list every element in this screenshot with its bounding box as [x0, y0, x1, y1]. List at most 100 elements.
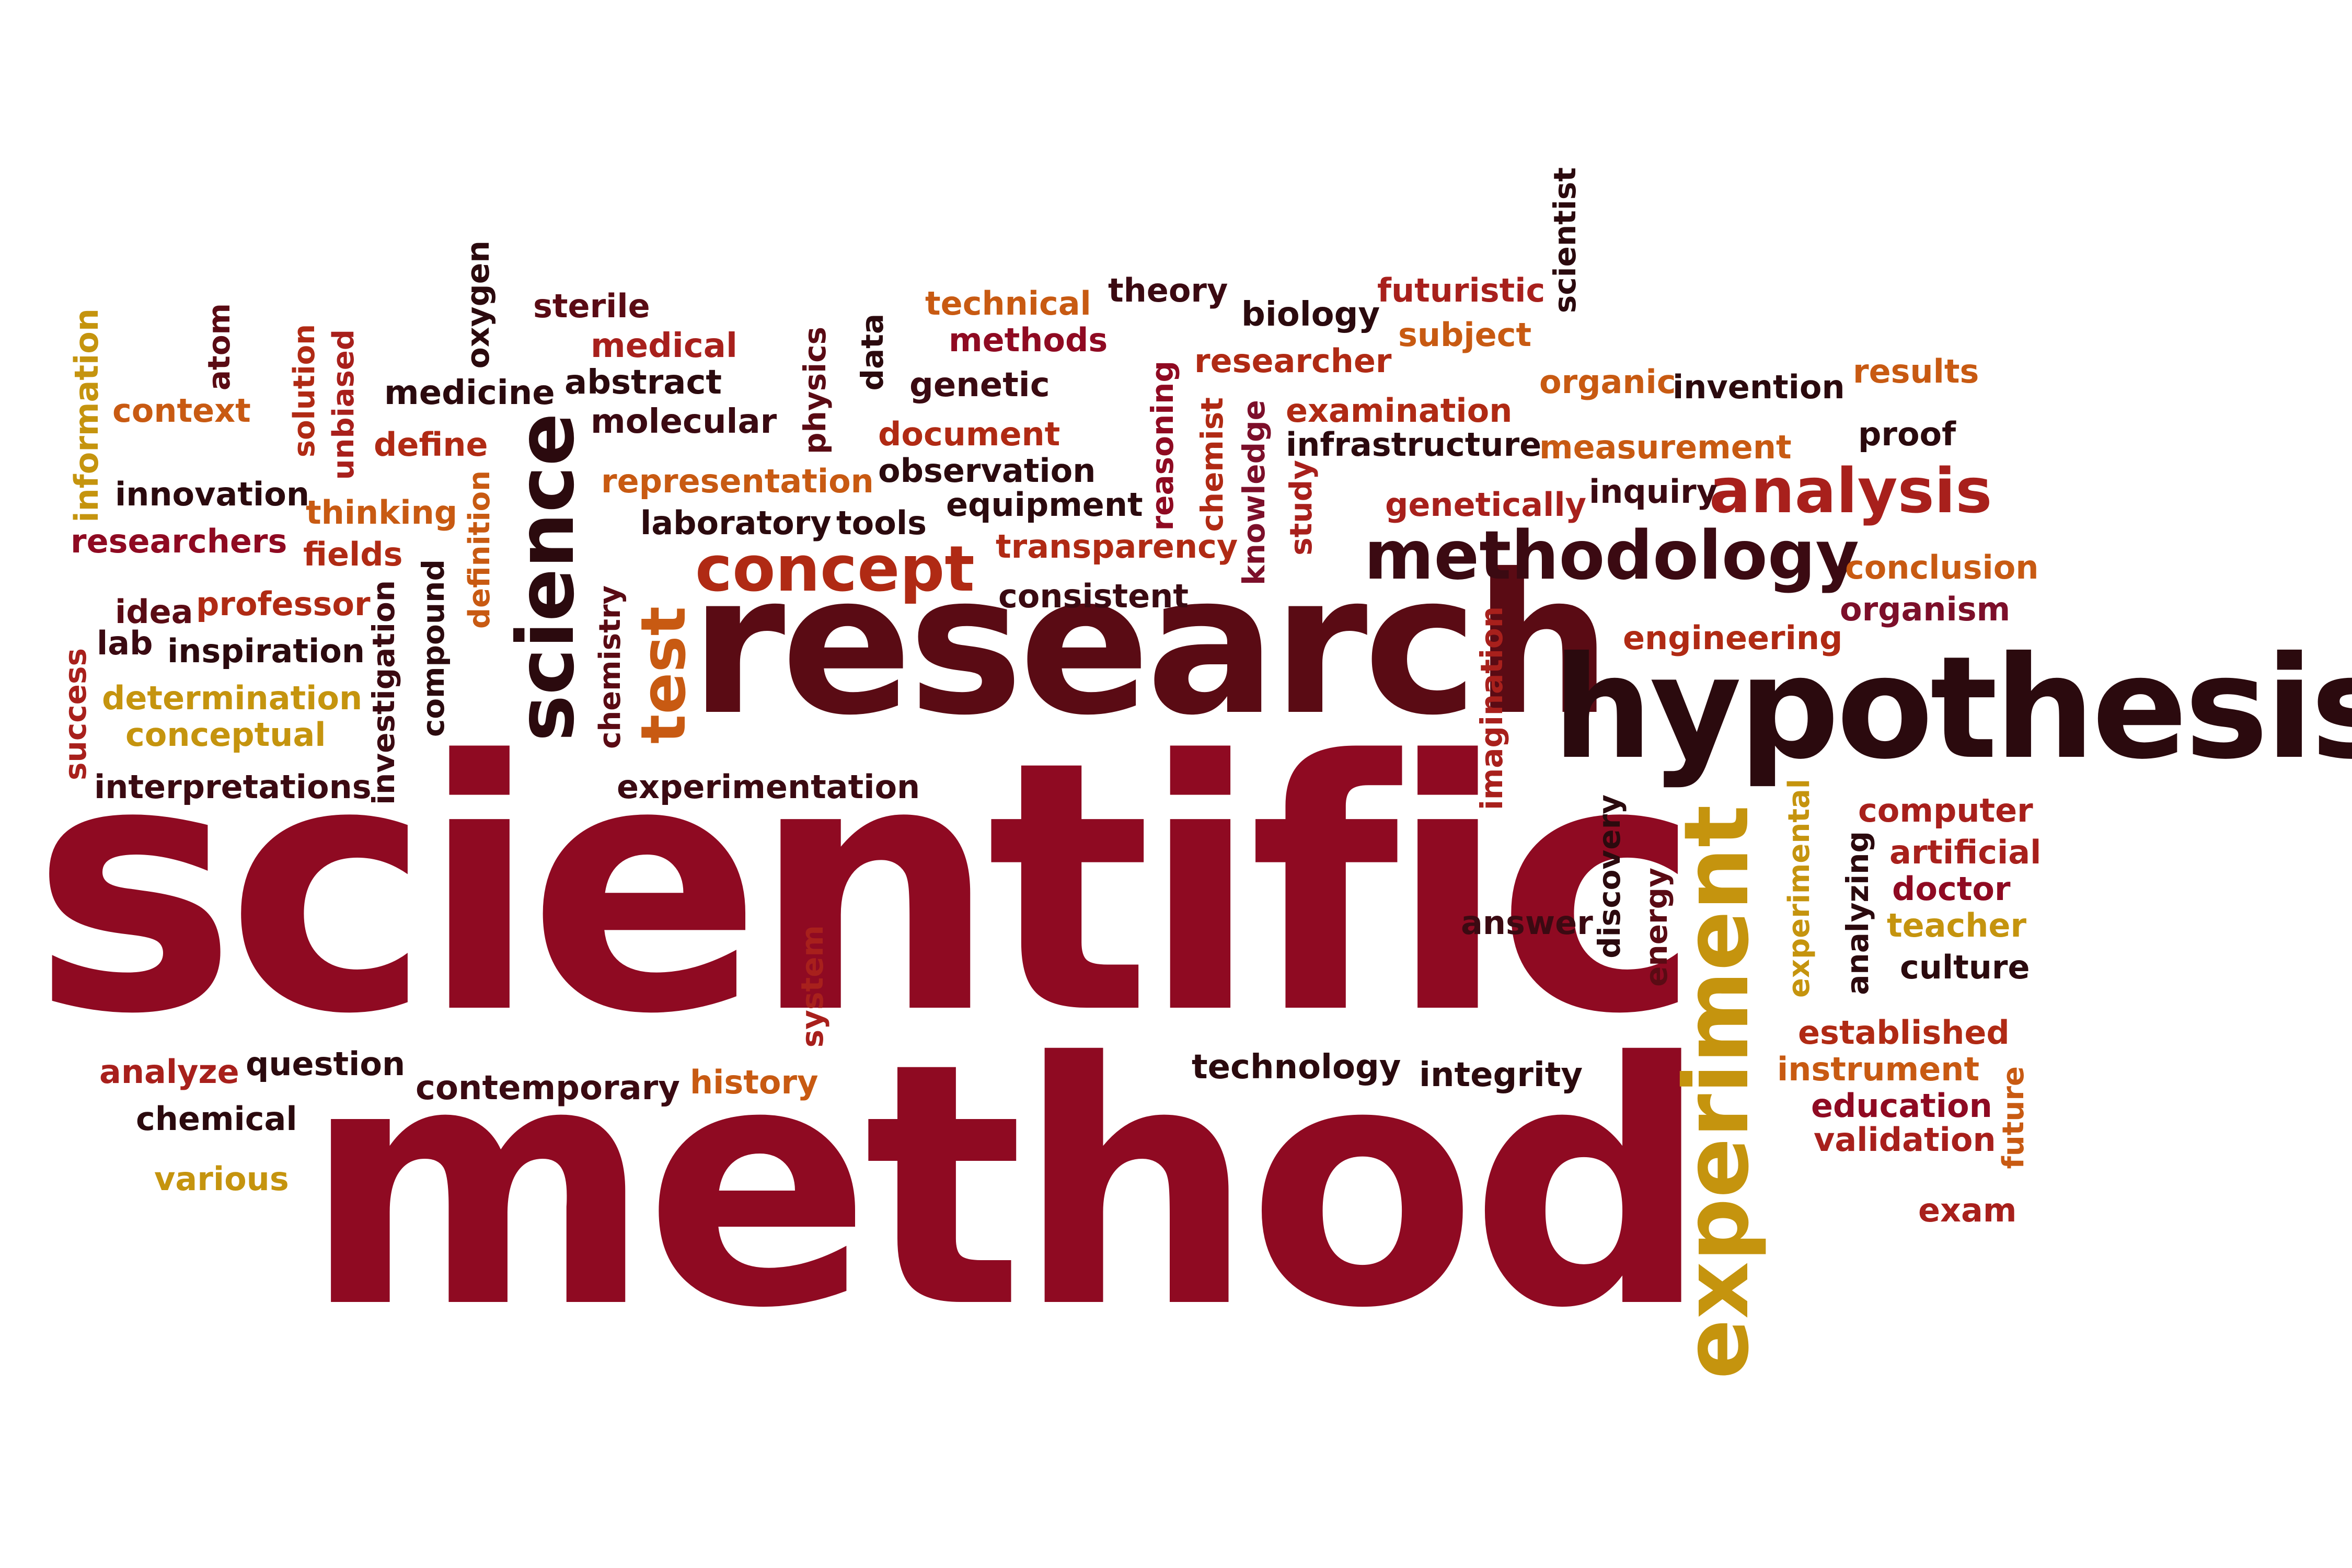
word-technical: technical	[925, 284, 1091, 322]
word-success: success	[57, 648, 93, 780]
word-experimental: experimental	[1782, 779, 1816, 998]
word-molecular: molecular	[591, 402, 777, 441]
word-research: research	[690, 533, 1611, 758]
word-validation: validation	[1814, 1121, 1996, 1159]
word-chemist: chemist	[1194, 397, 1230, 532]
word-instrument: instrument	[1777, 1050, 1980, 1088]
word-organic: organic	[1539, 363, 1676, 401]
word-hypothesis: hypothesis	[1552, 626, 2352, 790]
word-medicine: medicine	[384, 374, 555, 412]
word-engineering: engineering	[1623, 619, 1843, 657]
word-conclusion: conclusion	[1845, 548, 2039, 586]
word-computer: computer	[1858, 791, 2033, 829]
word-laboratory: laboratory	[640, 504, 832, 542]
word-education: education	[1811, 1087, 1992, 1125]
word-energy: energy	[1639, 868, 1674, 987]
word-thinking: thinking	[306, 493, 458, 532]
word-genetically: genetically	[1385, 486, 1587, 524]
word-interpretations: interpretations	[94, 768, 372, 806]
word-future: future	[1997, 1066, 2031, 1169]
word-method: method	[303, 991, 1709, 1381]
word-sterile: sterile	[533, 287, 650, 325]
word-question: question	[246, 1045, 406, 1083]
word-scientist: scientist	[1547, 167, 1583, 314]
word-unbiased: unbiased	[327, 329, 361, 480]
word-various: various	[154, 1160, 289, 1198]
word-established: established	[1798, 1013, 2010, 1052]
word-context: context	[112, 391, 251, 430]
word-physics: physics	[797, 327, 833, 454]
word-define: define	[374, 425, 488, 464]
word-methods: methods	[949, 321, 1108, 359]
word-idea: idea	[115, 593, 193, 631]
word-analyze: analyze	[99, 1053, 239, 1091]
word-determination: determination	[102, 679, 363, 717]
word-researcher: researcher	[1194, 342, 1392, 380]
word-subject: subject	[1398, 316, 1532, 354]
word-document: document	[878, 415, 1060, 453]
word-study: study	[1283, 460, 1319, 556]
word-test: test	[627, 606, 699, 744]
word-solution: solution	[287, 324, 321, 458]
word-information: information	[67, 308, 106, 523]
word-inquiry: inquiry	[1589, 472, 1718, 511]
word-analyzing: analyzing	[1840, 831, 1875, 995]
word-discovery: discovery	[1592, 794, 1627, 959]
word-fields: fields	[303, 535, 403, 573]
word-invention: invention	[1673, 368, 1845, 406]
word-lab: lab	[97, 624, 153, 662]
word-data: data	[855, 314, 890, 391]
word-futuristic: futuristic	[1377, 271, 1546, 309]
word-chemical: chemical	[136, 1100, 297, 1138]
word-oxygen: oxygen	[460, 240, 497, 369]
word-innovation: innovation	[115, 475, 309, 513]
word-history: history	[690, 1063, 818, 1101]
word-experimentation: experimentation	[617, 768, 920, 806]
word-concept: concept	[695, 533, 975, 606]
word-tools: tools	[836, 504, 927, 542]
word-theory: theory	[1108, 271, 1228, 309]
word-analysis: analysis	[1709, 455, 1992, 527]
word-compound: compound	[416, 559, 451, 737]
word-imagination: imagination	[1474, 606, 1509, 811]
word-results: results	[1853, 352, 1979, 390]
word-abstract: abstract	[564, 363, 722, 402]
word-culture: culture	[1900, 948, 2030, 986]
word-biology: biology	[1241, 295, 1380, 334]
word-knowledge: knowledge	[1236, 400, 1272, 585]
word-organism: organism	[1840, 590, 2011, 628]
word-integrity: integrity	[1419, 1056, 1583, 1094]
word-consistent: consistent	[998, 577, 1189, 615]
word-exam: exam	[1918, 1191, 2017, 1229]
word-researchers: researchers	[71, 522, 287, 560]
word-contemporary: contemporary	[416, 1069, 680, 1108]
word-reasoning: reasoning	[1145, 361, 1180, 531]
word-examination: examination	[1286, 391, 1513, 430]
word-transparency: transparency	[996, 527, 1238, 566]
word-genetic: genetic	[909, 366, 1050, 405]
word-infrastructure: infrastructure	[1286, 425, 1542, 464]
word-teacher: teacher	[1887, 906, 2027, 944]
word-methodology: methodology	[1364, 517, 1859, 595]
word-observation: observation	[878, 452, 1096, 490]
word-equipment: equipment	[946, 486, 1143, 524]
word-inspiration: inspiration	[167, 632, 365, 670]
word-atom: atom	[201, 303, 237, 391]
word-system: system	[794, 925, 830, 1048]
word-science: science	[501, 413, 592, 742]
word-proof: proof	[1858, 415, 1956, 453]
word-measurement: measurement	[1539, 428, 1792, 466]
word-artificial: artificial	[1889, 833, 2042, 871]
word-technology: technology	[1192, 1048, 1401, 1087]
word-answer: answer	[1461, 904, 1593, 942]
word-medical: medical	[591, 327, 737, 365]
word-representation: representation	[601, 462, 874, 500]
word-conceptual: conceptual	[125, 716, 326, 754]
word-definition: definition	[463, 470, 497, 629]
word-chemistry: chemistry	[593, 585, 627, 749]
word-experiment: experiment	[1665, 805, 1769, 1379]
word-investigation: investigation	[366, 580, 401, 805]
word-professor: professor	[196, 585, 371, 623]
word-scientific: scientific	[31, 687, 1701, 1089]
